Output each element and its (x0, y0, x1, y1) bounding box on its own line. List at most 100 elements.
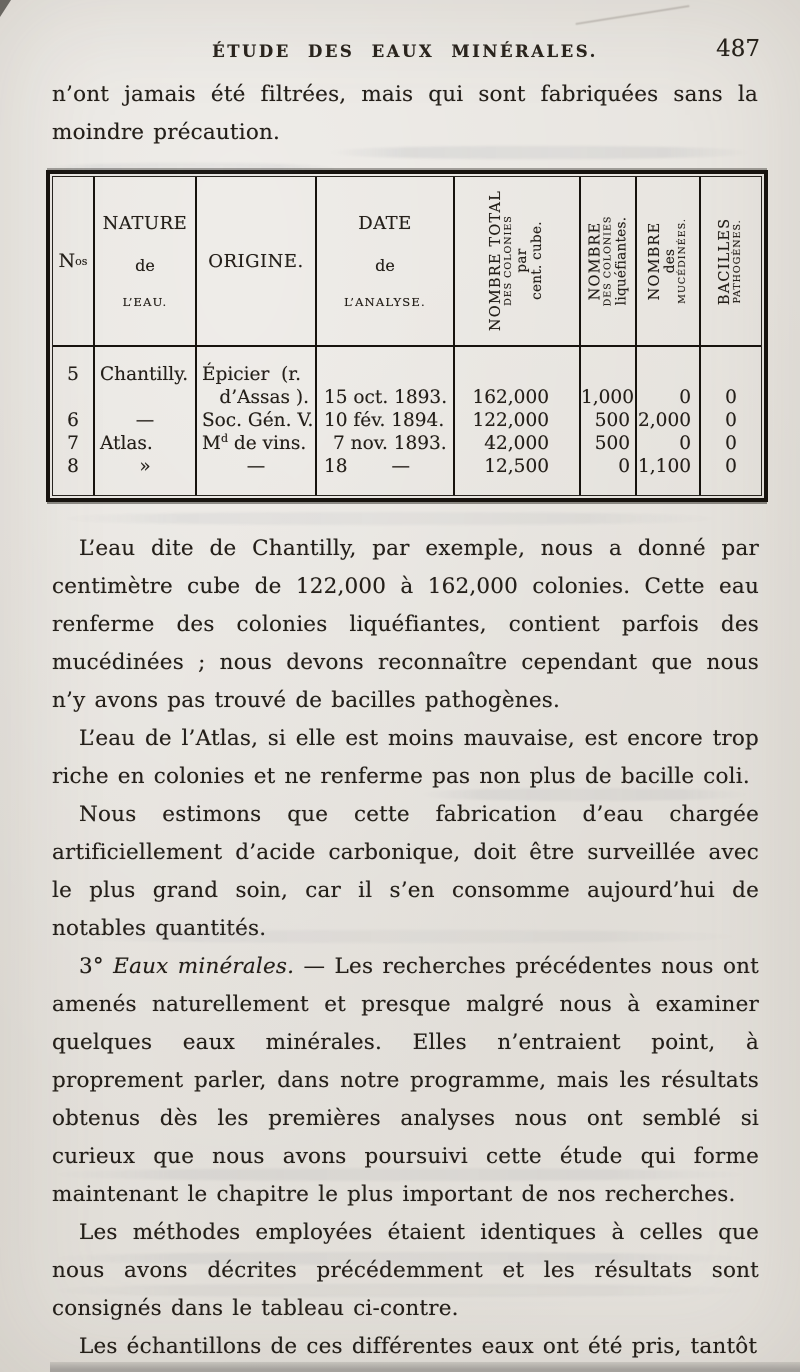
cell-total: 122,000 (472, 410, 549, 431)
header-line: MUCÉDINÉES. (677, 218, 689, 304)
ink-showthrough-artifact (50, 1168, 750, 1181)
column-body-liquefiantes: 1,000 500 500 0 (581, 347, 635, 495)
rotated-header: NOMBRE DES COLONIES liquéfiantes. (587, 216, 629, 307)
header-line: PATHOGÈNES. (732, 218, 744, 304)
cell-liquefiantes: 500 (594, 410, 630, 431)
cell-bacilles: 0 (725, 456, 737, 477)
cell-mucedinees: 0 (679, 433, 691, 454)
cell-no: 6 (67, 410, 79, 431)
paragraph-text: — Les recherches précédentes nous ont am… (52, 954, 759, 1207)
ink-showthrough-artifact (50, 1252, 750, 1265)
scan-corner-artifact (0, 0, 11, 17)
cell-empty (95, 386, 195, 409)
cell-nature: » (139, 456, 151, 477)
header-line: DATE (358, 213, 412, 234)
cell-date: 15 oct. 1893. (324, 387, 448, 408)
cell-mucedinees: 2,000 (638, 410, 691, 431)
header-line: DES COLONIES (602, 215, 614, 307)
header-line: ORIGINE. (208, 250, 304, 272)
scan-crease-artifact (575, 5, 690, 25)
rotated-header: BACILLES PATHOGÈNES. (718, 217, 745, 304)
column-header-total: NOMBRE TOTAL DES COLONIES par cent. cube… (455, 177, 579, 347)
column-body-origine: Épicier (r. d’Assas ). Soc. Gén. V. Md d… (197, 347, 315, 495)
section-number: 3° (79, 954, 104, 979)
header-line: cent. cube. (529, 221, 546, 301)
header-line: liquéfiantes. (612, 216, 629, 306)
column-body-total: 162,000 122,000 42,000 12,500 (455, 347, 579, 495)
date-day: 18 (324, 456, 348, 477)
rotated-header: NOMBRE TOTAL DES COLONIES par cent. cube… (488, 190, 545, 331)
column-body-bacilles: 0 0 0 0 (701, 347, 761, 495)
table-column-nature: NATURE de L’EAU. Chantilly. — Atlas. » (95, 177, 197, 495)
cell-date: 7 nov. 1893. (333, 433, 447, 454)
column-header-mucedinees: NOMBRE des MUCÉDINÉES. (637, 177, 699, 347)
paragraph: Les échantillons de ces différentes eaux… (79, 1334, 758, 1359)
header-line: L’ANALYSE. (344, 295, 426, 309)
column-body-nos: 5 6 7 8 (53, 347, 93, 495)
cell-origine: Épicier (r. (202, 364, 302, 385)
table-column-mucedinees: NOMBRE des MUCÉDINÉES. 0 2,000 0 1,100 (637, 177, 701, 495)
header-line: de (135, 256, 155, 275)
cell-empty (701, 363, 761, 386)
ink-showthrough-artifact (60, 930, 740, 943)
origine-base: M (202, 433, 221, 454)
cell-mucedinees: 1,100 (638, 456, 691, 477)
header-line: L’EAU. (122, 295, 168, 309)
rotated-header: NOMBRE des MUCÉDINÉES. (647, 218, 689, 304)
cell-no: 8 (67, 456, 79, 477)
cell-nature: Atlas. (100, 433, 153, 454)
header-line: NOMBRE (647, 221, 664, 301)
ink-showthrough-artifact (50, 1284, 750, 1297)
paragraph: L’eau dite de Chantilly, par exemple, no… (52, 536, 759, 713)
cell-mucedinees: 0 (679, 387, 691, 408)
header-line: NATURE (102, 213, 188, 234)
section-title-italic: Eaux minérales. (113, 954, 295, 979)
column-header-date: DATE de L’ANALYSE. (317, 177, 453, 347)
cell-empty (581, 363, 635, 386)
paragraph: 3° Eaux minérales. — Les recherches préc… (52, 948, 759, 1214)
cell-nature: Chantilly. (100, 364, 189, 385)
date-dash: — (391, 456, 411, 477)
column-header-liquefiantes: NOMBRE DES COLONIES liquéfiantes. (581, 177, 635, 347)
cell-liquefiantes: 1,000 (581, 387, 634, 408)
ink-showthrough-artifact (60, 512, 720, 525)
cell-bacilles: 0 (725, 433, 737, 454)
cell-liquefiantes: 0 (618, 456, 630, 477)
cell-empty (455, 363, 579, 386)
nos-label: N (58, 250, 76, 272)
main-text-block: L’eau dite de Chantilly, par exemple, no… (52, 530, 759, 1366)
table-column-total: NOMBRE TOTAL DES COLONIES par cent. cube… (455, 177, 581, 495)
cell-no: 5 (67, 364, 79, 385)
origine-superscript: d (220, 431, 228, 445)
column-header-nature: NATURE de L’EAU. (95, 177, 195, 347)
cell-origine: — (246, 456, 266, 477)
column-body-date: 15 oct. 1893. 10 fév. 1894. 7 nov. 1893.… (317, 347, 453, 495)
ink-showthrough-artifact (40, 163, 340, 176)
cell-nature: — (135, 410, 155, 431)
column-body-mucedinees: 0 2,000 0 1,100 (637, 347, 699, 495)
scan-edge-band (50, 1362, 800, 1372)
header-line: NOMBRE TOTAL (488, 190, 505, 332)
paragraph: n’ont jamais été filtrées, mais qui sont… (52, 82, 758, 145)
table-column-bacilles: BACILLES PATHOGÈNES. 0 0 0 0 (701, 177, 761, 495)
paragraph: L’eau de l’Atlas, si elle est moins mauv… (52, 726, 759, 789)
ink-showthrough-artifact (330, 146, 750, 159)
cell-no: 7 (67, 433, 79, 454)
cell-origine: d’Assas ). (219, 387, 309, 408)
table-column-liquefiantes: NOMBRE DES COLONIES liquéfiantes. 1,000 … (581, 177, 637, 495)
ink-showthrough-artifact (420, 788, 750, 801)
table-column-origine: ORIGINE. Épicier (r. d’Assas ). Soc. Gén… (197, 177, 317, 495)
origine-rest: de vins. (228, 433, 307, 454)
header-line: de (375, 256, 395, 275)
cell-empty (637, 363, 699, 386)
header-line: NOMBRE (587, 221, 604, 301)
table-column-date: DATE de L’ANALYSE. 15 oct. 1893. 10 fév.… (317, 177, 455, 495)
cell-bacilles: 0 (725, 410, 737, 431)
paragraph: Les méthodes employées étaient identique… (52, 1220, 759, 1321)
cell-total: 162,000 (472, 387, 549, 408)
